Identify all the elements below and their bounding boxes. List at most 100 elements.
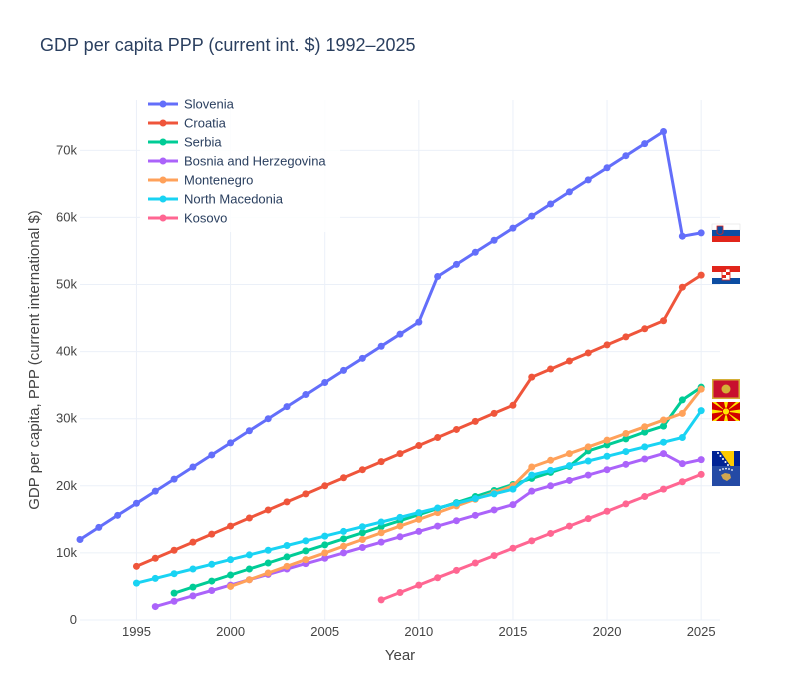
data-point[interactable] (584, 349, 592, 357)
data-point[interactable] (660, 416, 668, 424)
data-point[interactable] (622, 448, 630, 456)
data-point[interactable] (377, 596, 385, 604)
data-point[interactable] (245, 514, 253, 522)
data-point[interactable] (603, 452, 611, 460)
data-point[interactable] (227, 571, 235, 579)
data-point[interactable] (283, 403, 291, 411)
data-point[interactable] (509, 224, 517, 232)
data-point[interactable] (603, 341, 611, 349)
data-point[interactable] (358, 529, 366, 537)
data-point[interactable] (678, 283, 686, 291)
data-point[interactable] (565, 476, 573, 484)
data-point[interactable] (264, 569, 272, 577)
data-point[interactable] (245, 576, 253, 584)
data-point[interactable] (340, 527, 348, 535)
data-point[interactable] (584, 443, 592, 451)
data-point[interactable] (302, 391, 310, 399)
legend-item[interactable]: Croatia (148, 116, 227, 131)
data-point[interactable] (415, 509, 423, 517)
data-point[interactable] (603, 466, 611, 474)
data-point[interactable] (471, 511, 479, 519)
data-point[interactable] (678, 409, 686, 417)
data-point[interactable] (189, 583, 197, 591)
data-point[interactable] (321, 541, 329, 549)
data-point[interactable] (584, 515, 592, 523)
data-point[interactable] (678, 478, 686, 486)
data-point[interactable] (377, 518, 385, 526)
data-point[interactable] (509, 544, 517, 552)
data-point[interactable] (622, 500, 630, 508)
data-point[interactable] (697, 456, 705, 464)
data-point[interactable] (415, 318, 423, 326)
data-point[interactable] (358, 466, 366, 474)
data-point[interactable] (471, 495, 479, 503)
legend-item[interactable]: Slovenia (148, 97, 235, 112)
data-point[interactable] (377, 538, 385, 546)
data-point[interactable] (321, 378, 329, 386)
legend-item[interactable]: Bosnia and Herzegovina (148, 154, 326, 169)
data-point[interactable] (377, 458, 385, 466)
data-point[interactable] (434, 272, 442, 280)
data-point[interactable] (208, 530, 216, 538)
data-point[interactable] (452, 425, 460, 433)
legend[interactable]: Slovenia Croatia Serbia Bosnia and Herzegov… (140, 92, 340, 232)
data-point[interactable] (95, 523, 103, 531)
data-point[interactable] (678, 232, 686, 240)
data-point[interactable] (377, 342, 385, 350)
data-point[interactable] (321, 532, 329, 540)
data-point[interactable] (396, 533, 404, 541)
data-point[interactable] (471, 559, 479, 567)
data-point[interactable] (641, 325, 649, 333)
data-point[interactable] (509, 401, 517, 409)
data-point[interactable] (227, 556, 235, 564)
data-point[interactable] (697, 385, 705, 393)
data-point[interactable] (565, 462, 573, 470)
legend-item[interactable]: North Macedonia (148, 192, 284, 207)
data-point[interactable] (697, 271, 705, 279)
data-point[interactable] (302, 556, 310, 564)
data-point[interactable] (245, 551, 253, 559)
data-point[interactable] (396, 513, 404, 521)
data-point[interactable] (264, 506, 272, 514)
data-point[interactable] (358, 535, 366, 543)
data-point[interactable] (622, 333, 630, 341)
data-point[interactable] (584, 457, 592, 465)
data-point[interactable] (641, 423, 649, 431)
data-point[interactable] (490, 236, 498, 244)
data-point[interactable] (396, 330, 404, 338)
data-point[interactable] (264, 415, 272, 423)
data-point[interactable] (452, 517, 460, 525)
data-point[interactable] (678, 460, 686, 468)
data-point[interactable] (283, 553, 291, 561)
data-point[interactable] (641, 443, 649, 451)
data-point[interactable] (415, 581, 423, 589)
data-point[interactable] (227, 582, 235, 590)
data-point[interactable] (660, 317, 668, 325)
data-point[interactable] (547, 529, 555, 537)
data-point[interactable] (547, 200, 555, 208)
data-point[interactable] (697, 470, 705, 478)
data-point[interactable] (452, 566, 460, 574)
data-point[interactable] (208, 451, 216, 459)
data-point[interactable] (170, 597, 178, 605)
data-point[interactable] (377, 529, 385, 537)
data-point[interactable] (302, 490, 310, 498)
data-point[interactable] (678, 433, 686, 441)
data-point[interactable] (660, 438, 668, 446)
data-point[interactable] (151, 574, 159, 582)
data-point[interactable] (76, 535, 84, 543)
data-point[interactable] (490, 506, 498, 514)
data-point[interactable] (302, 547, 310, 555)
data-point[interactable] (547, 365, 555, 373)
data-point[interactable] (415, 442, 423, 450)
data-point[interactable] (283, 562, 291, 570)
data-point[interactable] (641, 493, 649, 501)
data-point[interactable] (509, 501, 517, 509)
data-point[interactable] (340, 474, 348, 482)
data-point[interactable] (415, 515, 423, 523)
data-point[interactable] (641, 455, 649, 463)
data-point[interactable] (321, 549, 329, 557)
data-point[interactable] (641, 428, 649, 436)
legend-item[interactable]: Montenegro (148, 173, 253, 188)
data-point[interactable] (340, 366, 348, 374)
